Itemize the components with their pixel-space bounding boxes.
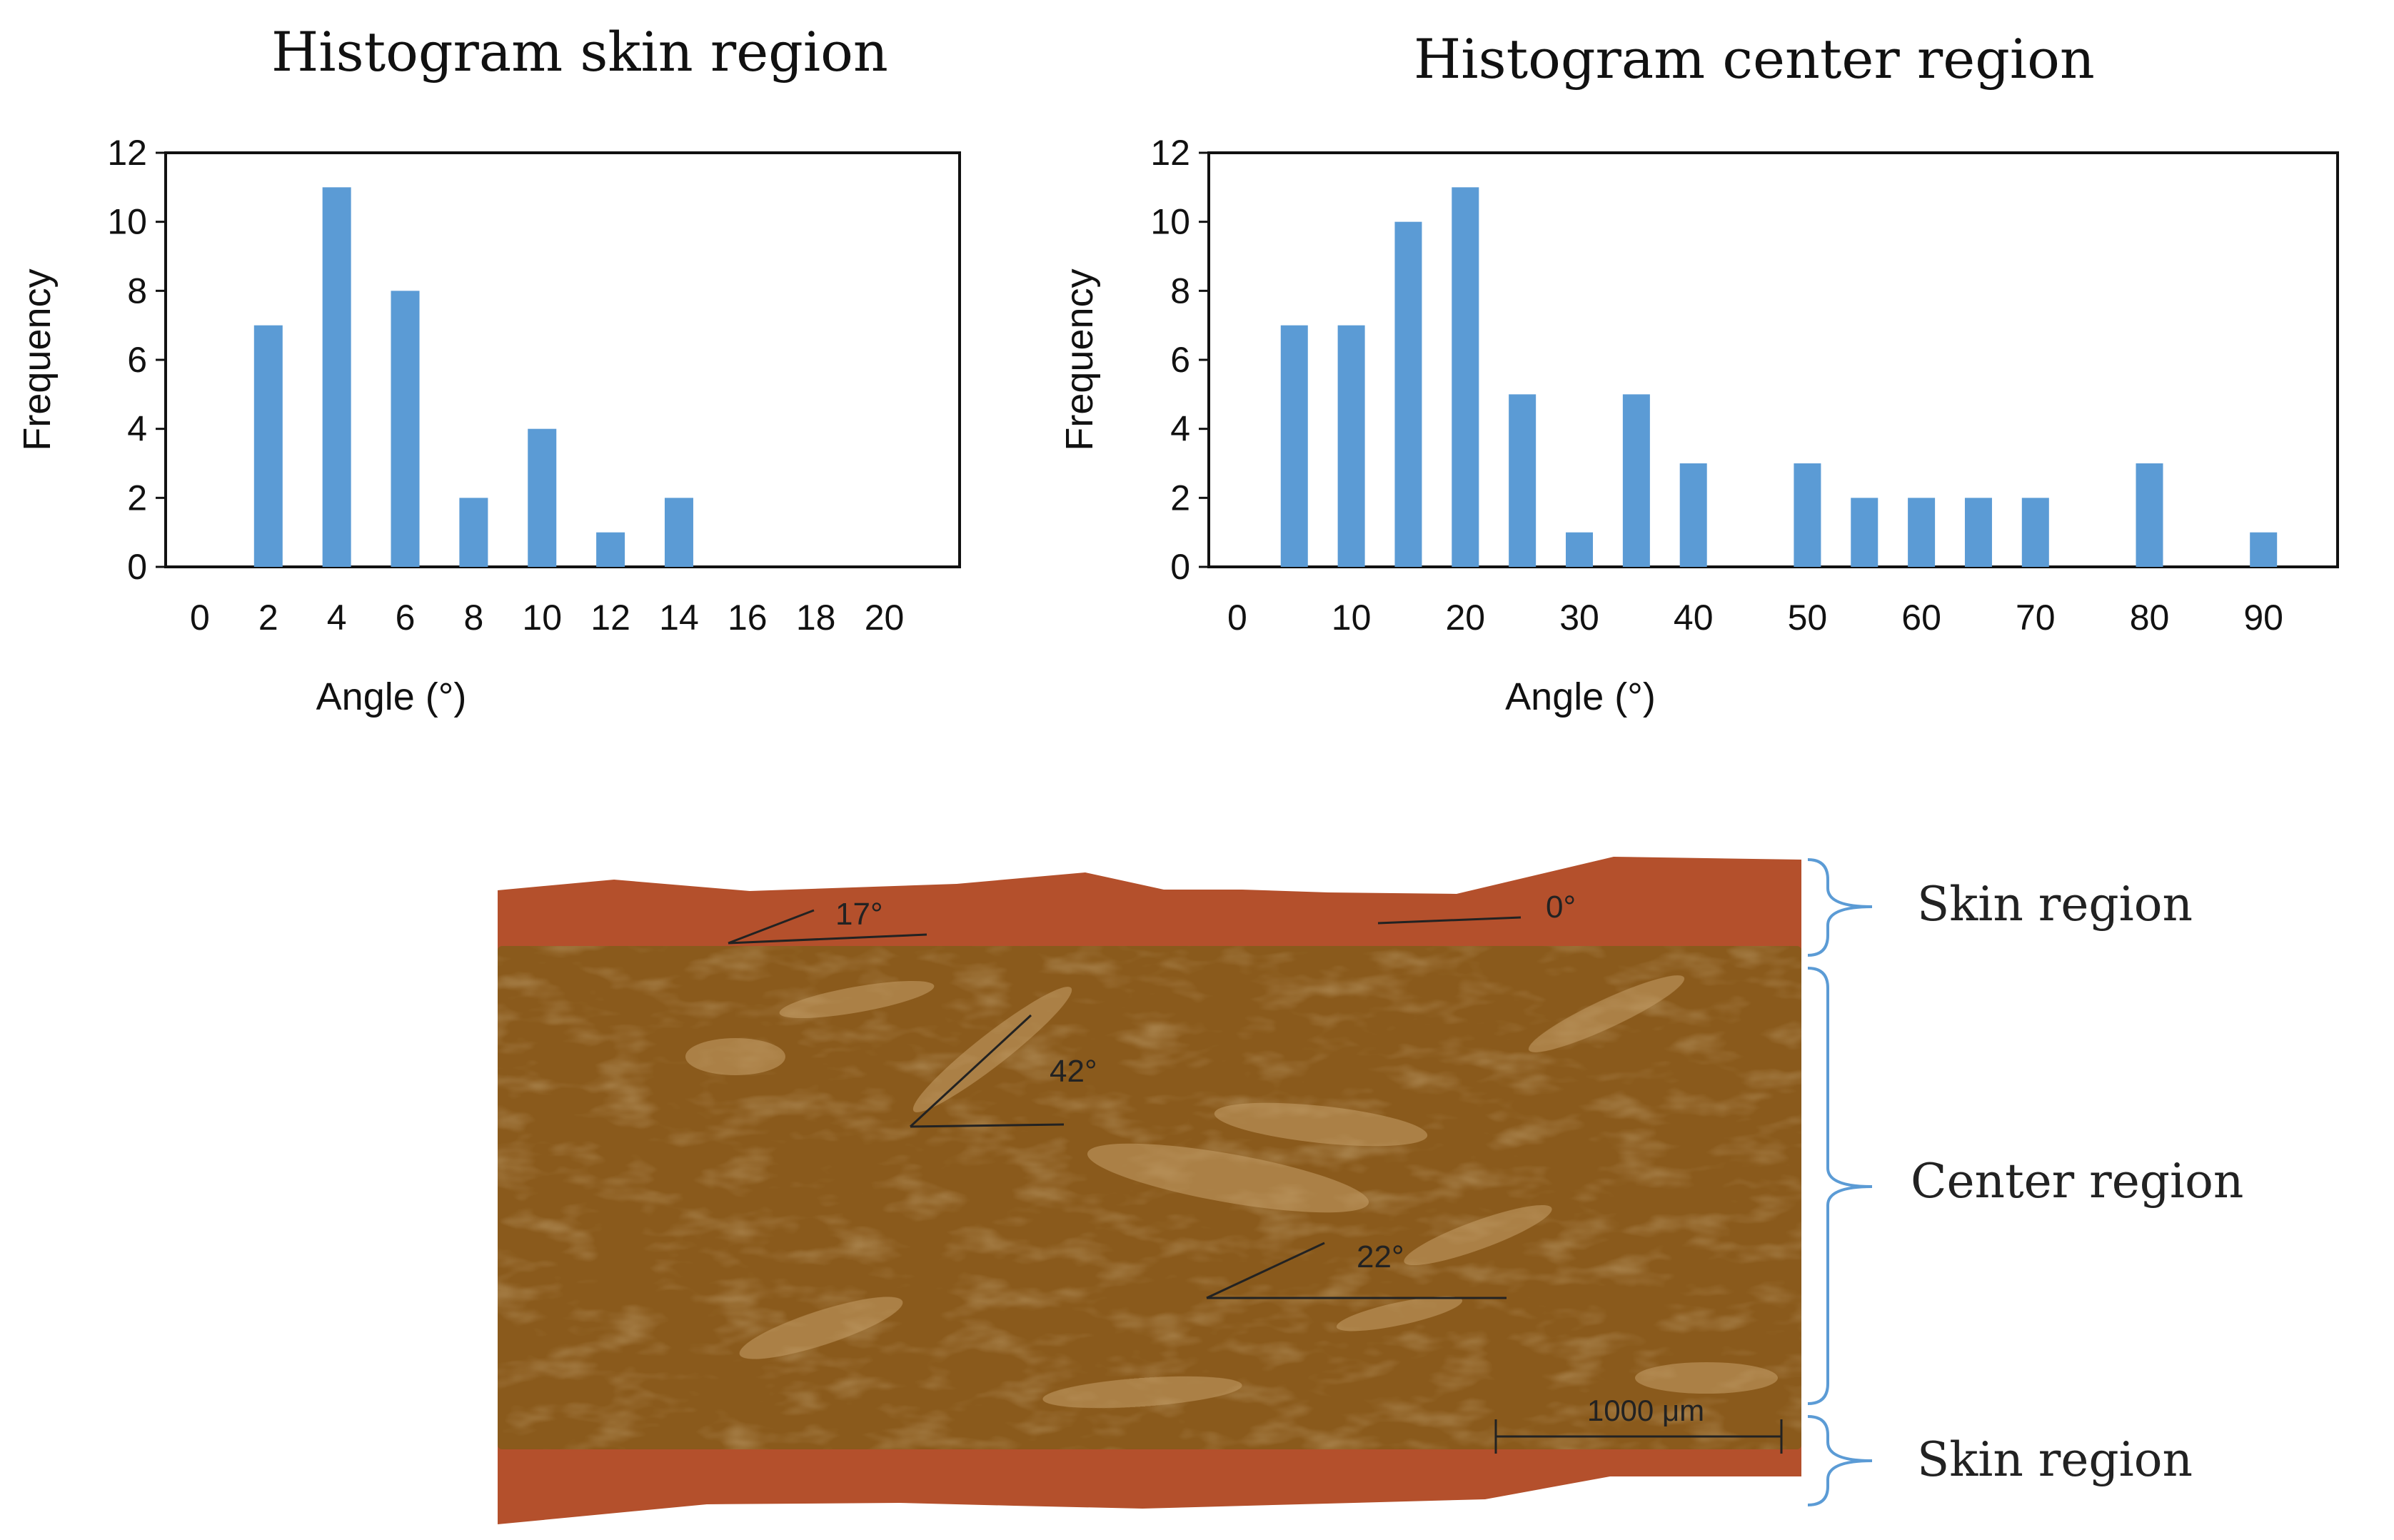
label-skin-region-bottom: Skin region [1917,1432,2193,1487]
x-tick-label: 70 [2016,598,2056,638]
x-tick-label: 10 [1332,598,1372,638]
bar [1679,463,1707,567]
plot-frame [1207,151,2339,568]
x-tick-label: 16 [728,598,768,638]
bar [1337,325,1365,567]
y-tick-label: 4 [127,409,147,449]
x-tick-label: 2 [258,598,278,638]
bar [1509,394,1537,567]
plot-frame [164,151,961,568]
bar [664,498,693,567]
y-tick-label: 6 [1170,340,1190,380]
bar [391,291,420,567]
region-braces [1807,858,1873,1506]
x-tick-label: 6 [396,598,416,638]
x-tick-label: 60 [1901,598,1941,638]
y-tick-label: 12 [1150,133,1190,173]
y-tick-label: 2 [127,478,147,518]
y-tick-label: 2 [1170,478,1190,518]
x-tick-label: 12 [590,598,630,638]
micrograph: 17° 0° 42° 22° 1000 μm [498,857,1801,1524]
chart-title-skin: Histogram skin region [271,20,888,84]
angle-label-0: 0° [1546,890,1576,925]
x-axis-label: Angle (°) [316,675,467,718]
bar [1794,463,1821,567]
scale-bar [1494,1419,1783,1454]
x-tick-label: 40 [1674,598,1714,638]
skin-layer-top [498,857,1801,962]
histogram-skin-region: 0 2 4 6 8 10 12 0 2 4 6 8 10 12 14 16 18 20 Angle (°) Frequ… [16,133,961,718]
bar [1394,221,1422,567]
brace-center [1807,967,1873,1405]
x-tick-label: 20 [1446,598,1486,638]
x-tick-label: 80 [2130,598,2170,638]
bar [1452,187,1479,567]
x-tick-label: 20 [865,598,905,638]
y-tick-label: 8 [1170,271,1190,311]
y-tick-label: 0 [127,547,147,587]
y-tick-label: 8 [127,271,147,311]
angle-lines [728,909,1522,1299]
brace-skin-bottom [1807,1415,1873,1506]
y-axis-label: Frequency [16,268,59,451]
y-tick-label: 12 [107,133,147,173]
angle-label-42: 42° [1050,1054,1097,1089]
x-tick-label: 8 [463,598,483,638]
bar [1280,325,1308,567]
bar [1908,498,1936,567]
x-tick-label: 4 [327,598,347,638]
bar [2021,498,2049,567]
x-tick-label: 50 [1788,598,1828,638]
bar [528,428,557,567]
label-skin-region-top: Skin region [1917,877,2193,932]
bar [1622,394,1650,567]
x-tick-label: 18 [796,598,836,638]
bar [322,187,351,567]
x-tick-label: 90 [2243,598,2283,638]
bar [1851,498,1879,567]
bar [596,532,625,567]
brace-skin-top [1807,858,1873,957]
bar [1566,532,1594,567]
scale-bar-label: 1000 μm [1587,1394,1704,1427]
x-tick-label: 0 [1227,598,1247,638]
x-tick-label: 0 [190,598,210,638]
angle-label-17: 17° [835,897,883,932]
skin-layer-bottom [498,1431,1801,1524]
chart-title-center: Histogram center region [1414,27,2095,91]
angle-label-22: 22° [1357,1239,1404,1274]
bar [2250,532,2278,567]
x-tick-label: 14 [659,598,699,638]
y-tick-label: 0 [1170,547,1190,587]
bar [459,498,488,567]
x-tick-label: 30 [1559,598,1599,638]
y-axis-label: Frequency [1058,268,1101,451]
label-center-region: Center region [1911,1154,2244,1209]
y-tick-label: 10 [1150,202,1190,242]
bar [1964,498,1992,567]
bar [2136,463,2163,567]
x-axis-label: Angle (°) [1505,675,1656,718]
x-tick-label: 10 [522,598,562,638]
y-tick-label: 10 [107,202,147,242]
y-tick-label: 4 [1170,409,1190,449]
bar [253,325,283,567]
y-tick-label: 6 [127,340,147,380]
histogram-center-region: 0 2 4 6 8 10 12 0 10 20 30 40 50 60 70 80 90 Angle (°) Fre… [1058,133,2339,718]
